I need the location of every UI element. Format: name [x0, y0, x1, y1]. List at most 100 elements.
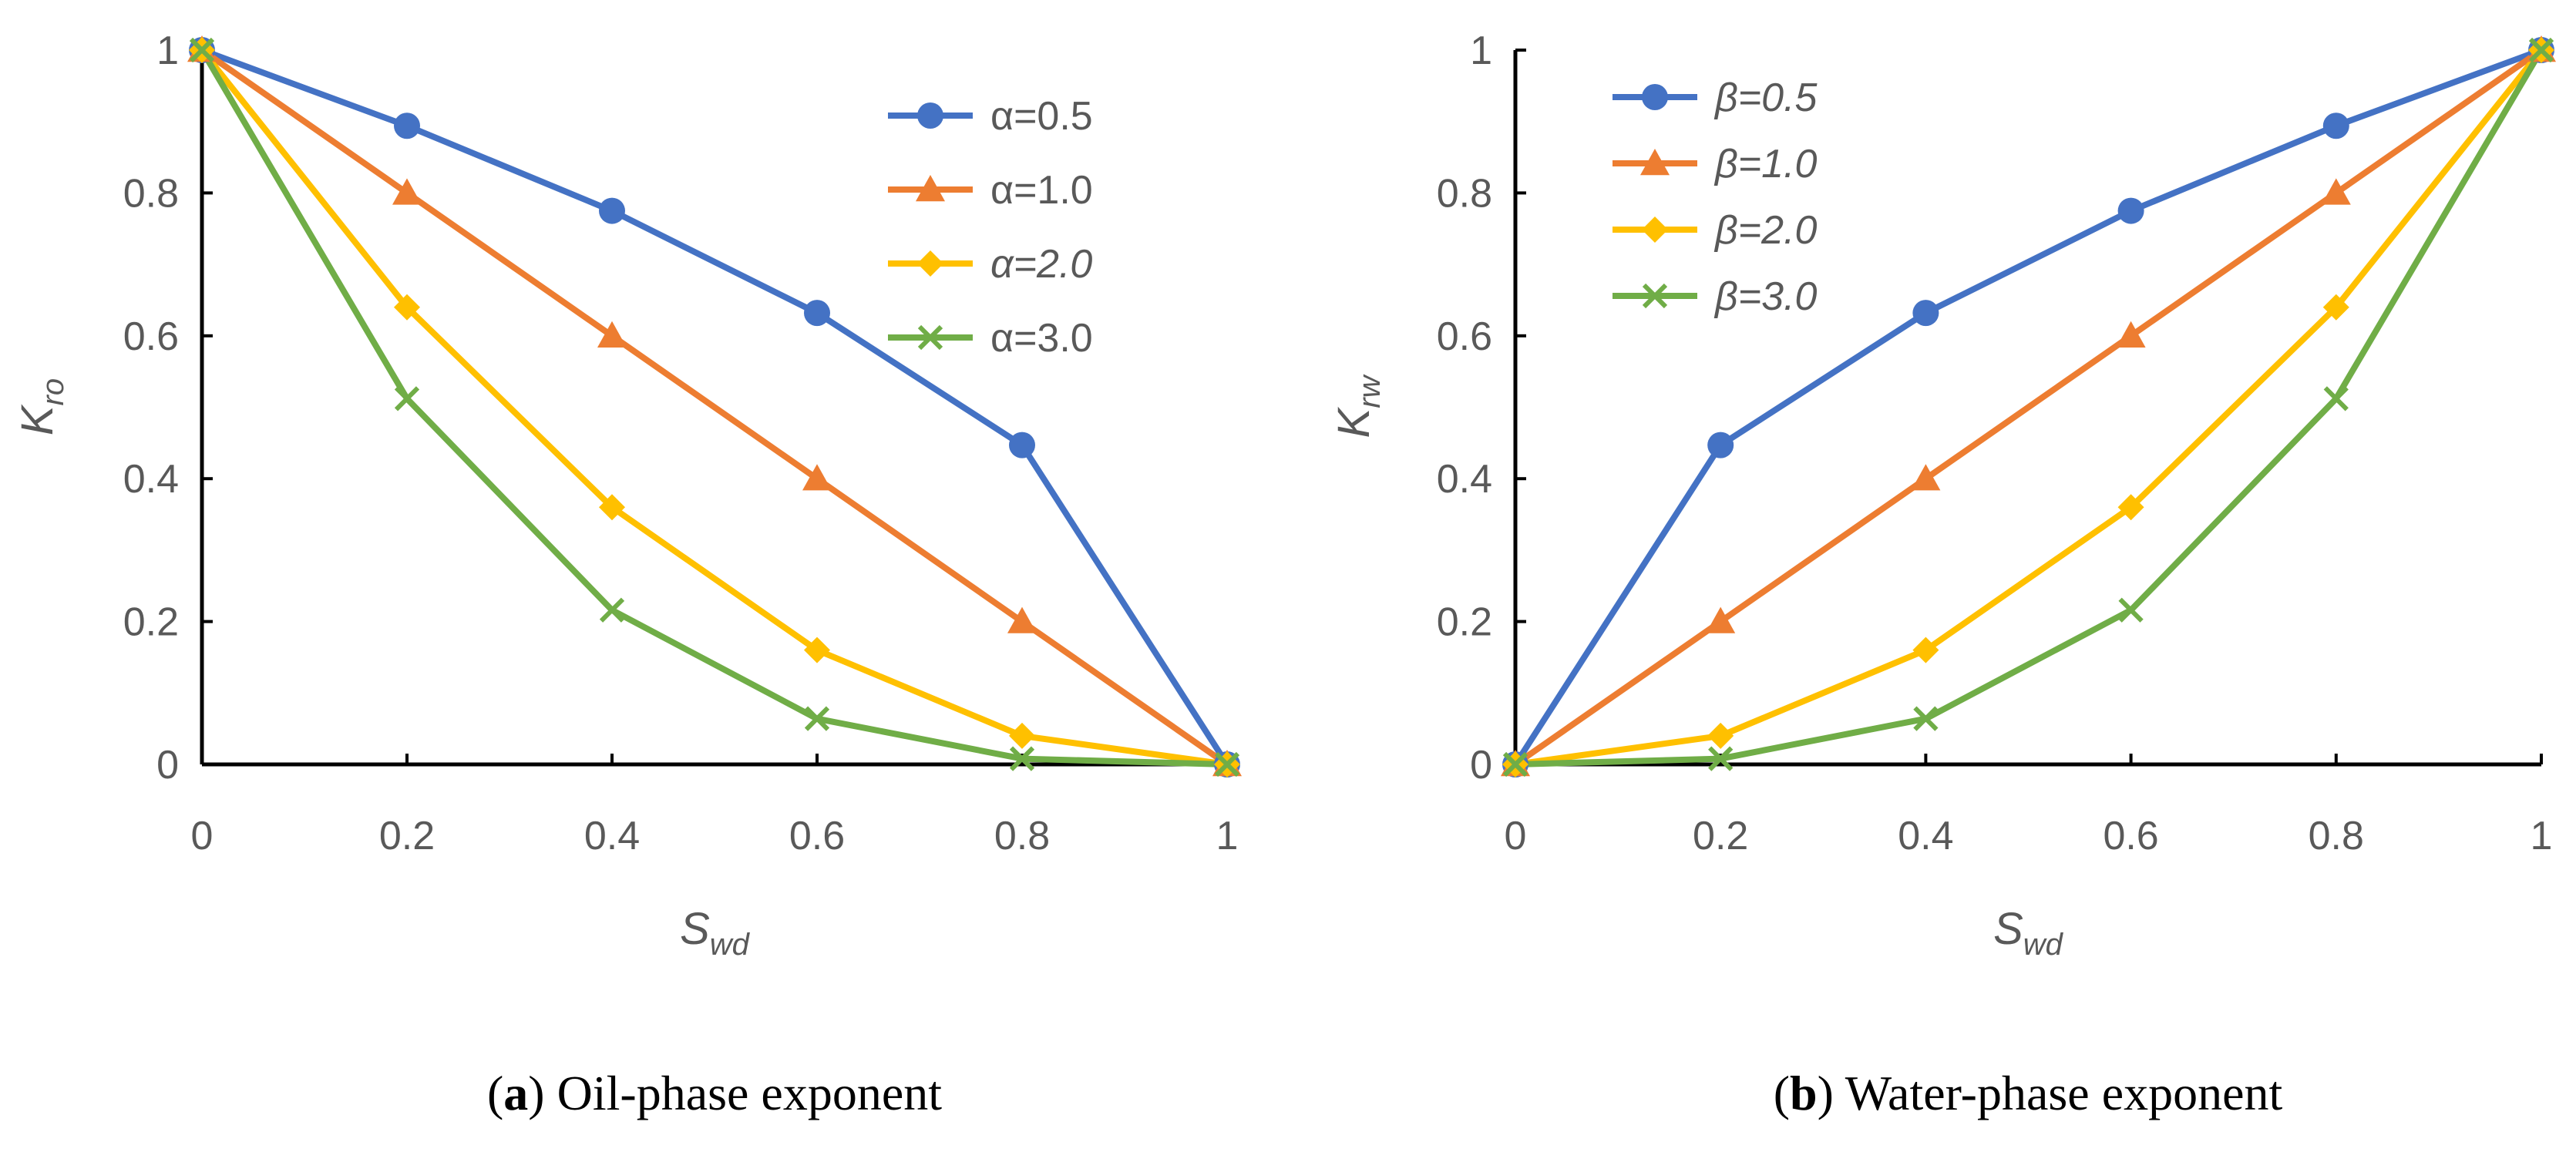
series-1-point [599, 197, 625, 224]
legend-swatch-marker [917, 250, 943, 277]
y-tick-label: 0.8 [123, 171, 179, 216]
panel-oil-phase: 0 0.2 0.4 0.6 0.8 1 0 0.2 0.4 0.6 0.8 1 α=0.5 α=1.0 α=… [12, 29, 1242, 1120]
caption-text: Oil-phase exponent [545, 1066, 943, 1120]
series-2-point [1706, 606, 1736, 633]
series-2-point [597, 321, 627, 348]
series-4-point [1214, 751, 1240, 778]
series-3-point [394, 294, 420, 321]
series-4-point [804, 706, 830, 731]
legend-swatch-marker [916, 175, 945, 202]
x-tick-label: 1 [2531, 814, 2553, 858]
series-3-point [1707, 722, 1734, 749]
x-tick-label: 0.6 [2103, 814, 2158, 858]
x-axis-title: Swd [680, 904, 751, 962]
legend-label: α=3.0 [990, 316, 1093, 361]
series-2-point [1007, 606, 1037, 633]
caption-text: Water-phase exponent [1834, 1066, 2283, 1120]
y-axis-title-sub: ro [36, 378, 70, 406]
y-tick-label: 0 [156, 743, 179, 788]
series-1-point [1009, 432, 1035, 458]
series-line-2 [200, 47, 1229, 767]
series-2-point [802, 464, 832, 491]
series-line-3 [1515, 48, 2544, 767]
caption-close-paren: ) [528, 1066, 544, 1120]
panel-water-phase: 0 0.2 0.4 0.6 0.8 1 0 0.2 0.4 0.6 0.8 1 β=0.5 β=1.0 β=… [1329, 29, 2556, 1120]
series-line-1 [200, 47, 1230, 767]
x-axis-title-main: S [680, 904, 710, 954]
y-axis-title: Kro [12, 378, 70, 435]
series-4-point [1913, 706, 1939, 731]
legend-swatch-marker [917, 324, 943, 351]
x-tick-label: 0.4 [1898, 814, 1953, 858]
legend-label: β=0.5 [1713, 76, 1818, 120]
y-tick-label: 1 [156, 29, 179, 73]
y-tick-label: 0.6 [123, 314, 179, 359]
y-tick-label: 0.2 [1437, 600, 1492, 645]
series-3-point [2117, 494, 2144, 521]
series-1-point [394, 113, 420, 139]
series-2-point [2321, 178, 2351, 205]
series-2-point [392, 178, 422, 205]
x-tick-label: 0.8 [2309, 814, 2364, 858]
y-axis-title-main: K [1329, 406, 1379, 438]
x-tick-label: 0.4 [584, 814, 640, 858]
legend-label: α=0.5 [990, 94, 1093, 139]
series-line-4 [199, 48, 1228, 767]
series-4-point [189, 37, 215, 63]
panel-caption: (a) Oil-phase exponent [487, 1066, 942, 1120]
series-4-point [1009, 746, 1035, 771]
x-tick-label: 0 [1505, 814, 1527, 858]
caption-open-paren: ( [487, 1066, 503, 1120]
panel-caption: (b) Water-phase exponent [1774, 1066, 2283, 1120]
x-tick-label: 0 [191, 814, 214, 858]
series-3-point [1009, 722, 1035, 749]
legend-swatch-marker [917, 102, 943, 129]
series-3-point [1912, 636, 1939, 663]
y-axis-title-main: K [12, 404, 62, 435]
legend-swatch-marker [1642, 283, 1668, 309]
y-tick-label: 0.6 [1437, 314, 1492, 359]
series-line-2 [1513, 47, 2544, 767]
series-3-point [2322, 294, 2349, 321]
y-tick-label: 0.2 [123, 600, 179, 645]
series-4-point [2323, 386, 2349, 411]
caption-letter: a [503, 1066, 528, 1120]
series-3-point [599, 494, 625, 521]
legend-swatch-marker [1640, 149, 1670, 176]
series-1-point [2322, 113, 2349, 139]
x-axis-title-sub: wd [2023, 928, 2064, 962]
x-tick-label: 0.8 [994, 814, 1050, 858]
y-tick-label: 0.4 [1437, 457, 1492, 502]
x-axis-title-main: S [1993, 904, 2023, 954]
legend-swatch-marker [1642, 84, 1668, 110]
series-4-point [394, 386, 420, 411]
y-tick-label: 0.4 [123, 457, 179, 502]
series-4-point [2118, 597, 2144, 623]
series-1-point [2117, 197, 2144, 224]
y-tick-label: 0 [1470, 743, 1492, 788]
y-axis-title-sub: rw [1353, 373, 1387, 408]
series-4-point [599, 597, 625, 623]
y-tick-label: 1 [1470, 29, 1492, 73]
x-tick-label: 0.6 [789, 814, 845, 858]
caption-letter: b [1790, 1066, 1818, 1120]
series-1-point [1707, 432, 1734, 458]
x-tick-label: 1 [1216, 814, 1239, 858]
series-2-point [1911, 464, 1941, 491]
series-4-point [1502, 751, 1528, 778]
legend-label: α=2.0 [990, 242, 1092, 287]
legend-label: β=1.0 [1713, 142, 1817, 186]
series-line-4 [1515, 48, 2544, 767]
series-1-point [804, 300, 830, 327]
series-line-3 [199, 48, 1228, 767]
series-line-1 [1512, 47, 2543, 767]
x-axis-title-sub: wd [710, 928, 751, 962]
legend-label: β=2.0 [1713, 208, 1817, 253]
x-tick-label: 0.2 [379, 814, 435, 858]
series-2-point [2116, 321, 2146, 348]
legend-label: β=3.0 [1713, 274, 1817, 319]
series-4-point [1708, 746, 1734, 771]
caption-close-paren: ) [1818, 1066, 1834, 1120]
series-4-point [2528, 37, 2554, 63]
